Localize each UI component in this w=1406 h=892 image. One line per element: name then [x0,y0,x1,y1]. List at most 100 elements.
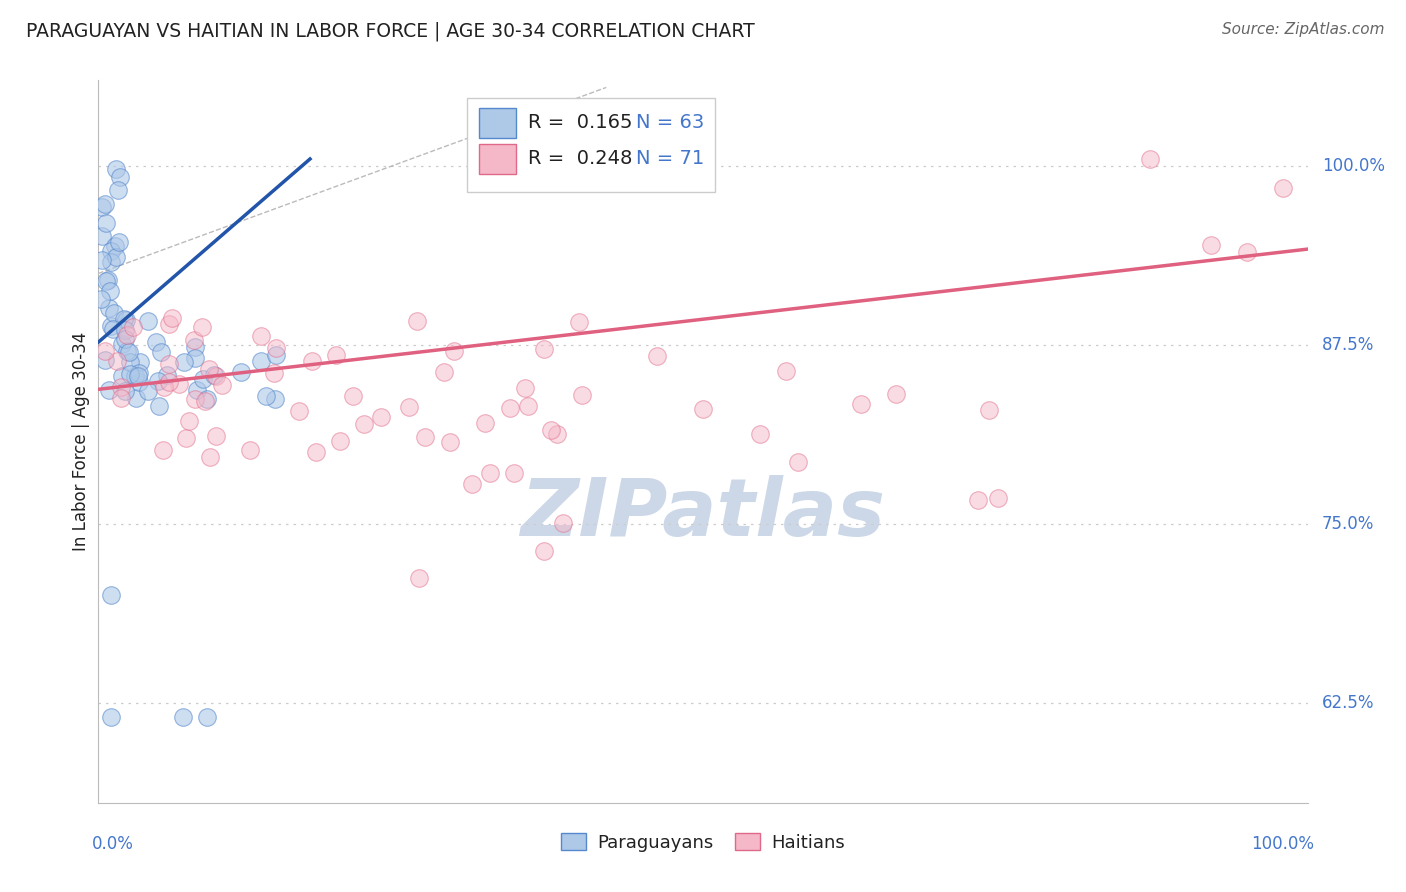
Point [1199,237,1222,252]
Legend: Paraguayans, Haitians: Paraguayans, Haitians [554,826,852,859]
Point [184,340,207,354]
Point [517,400,540,414]
Text: R =  0.165: R = 0.165 [527,112,633,132]
Point [149,345,172,359]
Text: R =  0.248: R = 0.248 [527,149,633,168]
Point [443,343,465,358]
Point [110,379,132,393]
FancyBboxPatch shape [467,98,716,193]
Point [115,344,138,359]
FancyBboxPatch shape [479,108,516,138]
Point [107,183,129,197]
Point [263,392,285,407]
Point [156,368,179,383]
Point [183,334,205,348]
Point [1139,152,1161,166]
Point [115,313,138,327]
Point [1236,244,1258,259]
Point [195,392,218,406]
Point [692,402,714,417]
Point [98,285,121,299]
Point [100,319,122,334]
Point [172,710,194,724]
Point [100,588,122,602]
Point [146,374,169,388]
Point [211,377,233,392]
Point [186,383,208,397]
Point [110,336,132,351]
Point [205,429,228,443]
Point [515,381,537,395]
Point [129,354,152,368]
Point [184,351,207,365]
Text: N = 63: N = 63 [637,112,704,132]
Point [103,305,125,319]
Point [370,409,392,424]
Point [122,320,145,334]
Y-axis label: In Labor Force | Age 30-34: In Labor Force | Age 30-34 [72,332,90,551]
Point [398,400,420,414]
Point [118,368,141,382]
Point [153,380,176,394]
Text: 0.0%: 0.0% [93,835,134,854]
Point [264,341,287,355]
Point [96,275,118,289]
Point [100,254,122,268]
Point [250,329,273,343]
Point [108,235,131,249]
Text: 100.0%: 100.0% [1250,835,1313,854]
Point [353,417,375,431]
Point [301,353,323,368]
Point [191,320,214,334]
Point [136,384,159,398]
Point [884,387,907,401]
Point [503,467,526,481]
Point [461,477,484,491]
Point [342,388,364,402]
Point [1272,180,1295,194]
Text: 62.5%: 62.5% [1322,694,1375,712]
Point [97,273,120,287]
Point [191,372,214,386]
Point [91,229,114,244]
Point [173,355,195,369]
Point [117,328,139,343]
Point [118,355,141,369]
Point [229,365,252,379]
Point [194,394,217,409]
Point [152,442,174,457]
Point [105,250,128,264]
Point [478,466,501,480]
Text: ZIPatlas: ZIPatlas [520,475,886,553]
Point [114,384,136,398]
Point [98,301,121,315]
Point [432,365,454,379]
Point [197,361,219,376]
Point [849,397,872,411]
Point [198,450,221,464]
Point [254,389,277,403]
Point [127,369,149,384]
Text: 87.5%: 87.5% [1322,336,1375,354]
Point [775,363,797,377]
Point [250,353,273,368]
Point [979,403,1001,417]
Point [100,244,122,258]
Point [114,312,136,326]
Point [110,391,132,405]
Point [104,239,127,253]
Point [136,314,159,328]
Point [160,310,183,325]
Point [533,343,555,357]
Point [105,354,128,368]
Point [439,435,461,450]
Text: 100.0%: 100.0% [1322,157,1385,175]
Point [408,571,430,585]
Point [202,368,225,382]
Point [157,376,180,390]
Point [108,169,131,184]
Point [111,368,134,383]
Point [967,493,990,508]
Point [474,416,496,430]
Point [94,216,117,230]
